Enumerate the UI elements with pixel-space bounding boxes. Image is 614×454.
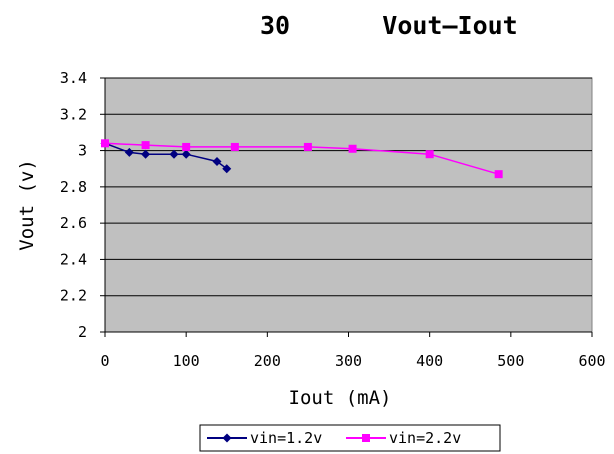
data-point xyxy=(124,147,134,157)
data-point xyxy=(212,156,222,166)
y-axis-label: Vout (v) xyxy=(16,159,38,251)
y-tick-label: 2 xyxy=(78,323,87,341)
data-point xyxy=(425,150,434,159)
y-tick-label: 2.2 xyxy=(60,287,87,305)
data-point xyxy=(169,149,179,159)
series-line xyxy=(104,142,499,175)
x-tick-label: 200 xyxy=(254,352,281,370)
data-point xyxy=(182,142,191,151)
gridlines xyxy=(100,77,593,337)
y-tick-labels: 2 2.2 2.4 2.6 2.8 3 3.2 3.4 xyxy=(60,69,87,341)
y-tick-label: 3.2 xyxy=(60,105,87,123)
data-point xyxy=(230,142,239,151)
legend-marker-vin-1-2 xyxy=(222,433,232,443)
data-point xyxy=(303,142,312,151)
y-tick-label: 2.4 xyxy=(60,250,87,268)
series-layer xyxy=(100,138,503,179)
data-point xyxy=(141,141,150,150)
y-tick-label: 2.6 xyxy=(60,214,87,232)
legend-label-vin-1-2: vin=1.2v xyxy=(250,429,322,447)
data-point xyxy=(101,139,109,148)
x-tick-label: 600 xyxy=(578,352,605,370)
data-point xyxy=(494,170,503,179)
y-tick-label: 2.8 xyxy=(60,178,87,196)
data-point xyxy=(141,149,151,159)
x-tick-label: 300 xyxy=(335,352,362,370)
x-axis-label: Iout (mA) xyxy=(289,387,392,409)
legend-marker-vin-2-2 xyxy=(362,434,370,442)
legend-label-vin-2-2: vin=2.2v xyxy=(389,429,461,447)
x-tick-label: 0 xyxy=(100,352,109,370)
x-tick-label: 500 xyxy=(497,352,524,370)
y-tick-label: 3 xyxy=(78,142,87,160)
chart-title: Vout—Iout xyxy=(382,11,517,40)
plot-area xyxy=(104,77,593,333)
data-point xyxy=(181,149,191,159)
series-2 xyxy=(101,139,503,179)
axes xyxy=(104,78,592,333)
data-point xyxy=(222,164,232,174)
chart-title-number: 30 xyxy=(260,11,290,40)
x-tick-labels: 0 100 200 300 400 500 600 xyxy=(100,352,605,370)
legend: vin=1.2v vin=2.2v xyxy=(199,424,501,452)
y-tick-label: 3.4 xyxy=(60,69,87,87)
x-tick-label: 100 xyxy=(173,352,200,370)
data-point xyxy=(348,144,357,153)
x-tick-label: 400 xyxy=(416,352,443,370)
